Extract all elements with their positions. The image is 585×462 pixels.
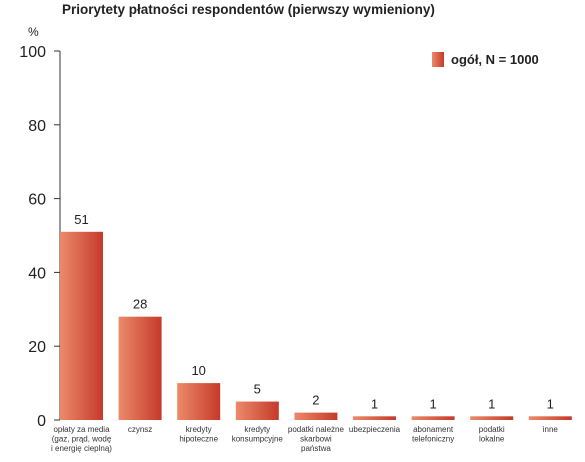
x-tick-label-line: czynsz xyxy=(128,425,152,434)
x-tick-label-line: (gaz, prąd, wodę xyxy=(52,435,112,444)
bar xyxy=(528,416,572,420)
bar xyxy=(60,231,103,420)
data-label: 28 xyxy=(133,297,147,312)
bars-group: 51 28 10 5 2 1 1 1 1 xyxy=(60,212,572,420)
x-tick-label-line: kredyty xyxy=(186,425,212,434)
bar xyxy=(470,416,514,420)
legend: ogół, N = 1000 xyxy=(432,52,539,67)
y-tick-label: 40 xyxy=(28,265,46,282)
x-tick-label-line: skarbowi xyxy=(300,435,332,444)
x-tick-label: abonament telefoniczny xyxy=(412,425,454,444)
y-tick-label: 100 xyxy=(19,44,46,61)
bar xyxy=(294,412,338,420)
data-label: 51 xyxy=(74,212,88,227)
x-tick-label: czynsz xyxy=(128,425,152,434)
bar xyxy=(177,383,221,420)
data-label: 1 xyxy=(488,396,495,411)
data-label: 1 xyxy=(429,396,436,411)
y-tick-label: 60 xyxy=(28,192,46,209)
x-tick-label-line: państwa xyxy=(301,444,331,453)
legend-swatch xyxy=(432,52,444,67)
data-label: 1 xyxy=(547,396,554,411)
bar xyxy=(235,401,279,420)
x-axis-labels: opłaty za media (gaz, prąd, wodę i energię… xyxy=(51,425,558,453)
y-axis: 0 20 40 60 80 100 xyxy=(19,44,61,430)
x-tick-label: podatki lokalne xyxy=(479,425,505,444)
y-tick-label: 80 xyxy=(28,118,46,135)
y-tick-label: 0 xyxy=(37,413,46,430)
x-tick-label-line: podatki należne xyxy=(288,425,345,434)
x-tick-label-line: i energię cieplną) xyxy=(51,444,112,453)
data-label: 1 xyxy=(371,396,378,411)
x-tick-label: ubezpieczenia xyxy=(349,425,401,434)
x-tick-label: podatki należne skarbowi państwa xyxy=(288,425,345,453)
x-tick-label-line: lokalne xyxy=(479,435,505,444)
chart-title: Priorytety płatności respondentów (pierw… xyxy=(62,2,435,17)
data-label: 10 xyxy=(191,363,205,378)
x-tick-label-line: kredyty xyxy=(244,425,270,434)
x-tick-label-line: hipoteczne xyxy=(179,435,218,444)
bar xyxy=(411,416,455,420)
x-tick-label-line: inne xyxy=(543,425,559,434)
y-axis-unit: % xyxy=(28,25,39,39)
data-label: 5 xyxy=(254,382,261,397)
x-tick-label-line: telefoniczny xyxy=(412,435,454,444)
x-tick-label-line: abonament xyxy=(413,425,454,434)
x-tick-label-line: opłaty za media xyxy=(53,425,110,434)
x-tick-label: inne xyxy=(543,425,559,434)
legend-label: ogół, N = 1000 xyxy=(451,52,539,67)
bar xyxy=(353,416,396,420)
x-tick-label-line: konsumpcyjne xyxy=(232,435,284,444)
x-tick-label-line: ubezpieczenia xyxy=(349,425,401,434)
bar xyxy=(118,316,162,420)
x-tick-label: kredyty hipoteczne xyxy=(179,425,218,444)
x-tick-label: kredyty konsumpcyjne xyxy=(232,425,284,444)
x-tick-label-line: podatki xyxy=(479,425,505,434)
x-tick-label: opłaty za media (gaz, prąd, wodę i energię… xyxy=(51,425,112,453)
y-tick-label: 20 xyxy=(28,339,46,356)
data-label: 2 xyxy=(312,393,319,408)
